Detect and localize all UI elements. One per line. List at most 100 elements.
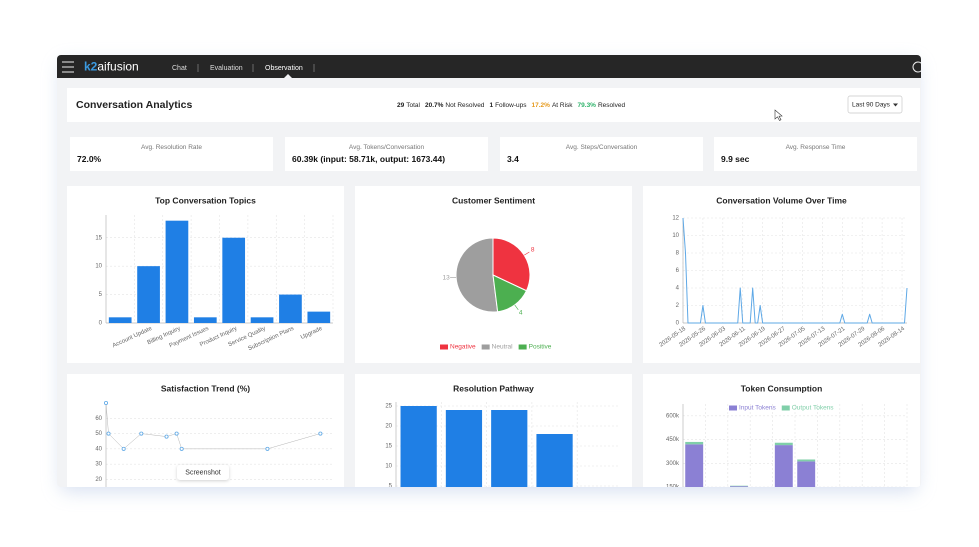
bar xyxy=(222,237,246,323)
bar-segment xyxy=(685,444,704,487)
bar xyxy=(165,220,189,323)
y-tick-label: 150k xyxy=(666,485,680,491)
stat-label: Follow-ups xyxy=(495,102,527,109)
bar-segment xyxy=(797,459,816,462)
kpi-label: Avg. Resolution Rate xyxy=(141,144,202,151)
legend-label: Output Tokens xyxy=(792,405,835,412)
bar-segment xyxy=(774,442,793,446)
point xyxy=(104,400,109,405)
nav-item[interactable]: Chat xyxy=(172,65,187,72)
y-tick-label: 6 xyxy=(676,268,680,274)
stat-value: 79.3% xyxy=(578,102,597,109)
stat-label: Total xyxy=(406,102,420,109)
chart-title: Resolution Pathway xyxy=(453,383,534,393)
bar xyxy=(137,266,160,323)
kpi-value: 60.39k (input: 58.71k, output: 1673.44) xyxy=(292,154,445,164)
slice-label: 8 xyxy=(531,247,535,254)
y-tick-label: 0 xyxy=(676,321,680,327)
point xyxy=(179,446,184,451)
stat-value: 29 xyxy=(397,102,405,109)
bar xyxy=(307,311,331,323)
tooltip: Screenshot xyxy=(185,469,220,476)
logo-text: aifusion xyxy=(97,60,138,74)
nav-item[interactable]: Evaluation xyxy=(210,65,243,72)
logo[interactable]: k2aifusion xyxy=(84,60,139,74)
bar-segment xyxy=(774,445,793,487)
point xyxy=(265,446,270,451)
kpi-value: 9.9 sec xyxy=(721,154,750,164)
kpi-card xyxy=(285,137,488,171)
bar-segment xyxy=(730,486,748,487)
pie-slice xyxy=(492,237,531,292)
y-tick-label: 12 xyxy=(672,216,679,222)
legend-swatch xyxy=(729,405,737,411)
menu-button[interactable] xyxy=(62,61,74,73)
app-window: k2aifusion Conversation Analytics Last 9… xyxy=(57,55,923,491)
y-tick-label: 5 xyxy=(99,292,103,298)
stat-value: 17.2% xyxy=(532,102,551,109)
point xyxy=(164,434,169,439)
nav-separators xyxy=(197,64,315,72)
legend-swatch xyxy=(440,344,448,350)
kpi-value: 3.4 xyxy=(507,154,519,164)
legend-swatch xyxy=(481,344,490,350)
chart-title: Customer Sentiment xyxy=(452,195,535,205)
legend-swatch xyxy=(781,405,790,411)
slice-label: 13 xyxy=(442,275,450,282)
y-tick-label: 60 xyxy=(95,416,102,422)
legend-label: Input Tokens xyxy=(739,405,776,412)
legend-label: Negative xyxy=(450,344,476,351)
bar xyxy=(108,317,132,323)
y-tick-label: 0 xyxy=(99,321,103,327)
nav-item[interactable]: Observation xyxy=(265,65,303,72)
y-tick-label: 8 xyxy=(676,251,680,257)
bar xyxy=(491,410,528,487)
slice-leader xyxy=(514,304,519,310)
mouse-cursor xyxy=(774,109,783,121)
line xyxy=(682,217,908,324)
legend-swatch xyxy=(518,344,527,350)
bar xyxy=(279,294,302,323)
chart-card xyxy=(67,374,344,487)
chart-title: Top Conversation Topics xyxy=(155,195,256,205)
kpi-label: Avg. Response Time xyxy=(786,144,846,151)
range-select[interactable] xyxy=(847,95,903,114)
legend-label: Positive xyxy=(529,344,552,351)
range-select-label: Last 90 Days xyxy=(852,102,891,109)
y-tick-label: 20 xyxy=(385,424,392,430)
y-tick-label: 2 xyxy=(676,303,680,309)
y-tick-label: 10 xyxy=(95,264,102,270)
kpi-card xyxy=(714,137,917,171)
slice-leader xyxy=(524,251,530,256)
legend-label: Neutral xyxy=(492,344,514,351)
bar-segment xyxy=(797,461,816,487)
bar xyxy=(445,410,483,487)
navbar xyxy=(57,55,921,78)
y-tick-label: 300k xyxy=(666,461,680,467)
y-tick-label: 450k xyxy=(666,437,680,443)
y-tick-label: 5 xyxy=(389,484,393,490)
point xyxy=(106,431,111,436)
stat-label: At Risk xyxy=(552,102,573,109)
user-avatar[interactable] xyxy=(912,61,923,73)
bar xyxy=(250,317,274,323)
point xyxy=(318,431,323,436)
chart-card xyxy=(67,186,344,363)
select-caret xyxy=(893,103,898,107)
y-tick-label: 10 xyxy=(672,233,679,239)
chart-title: Token Consumption xyxy=(741,383,823,393)
kpi-label: Avg. Steps/Conversation xyxy=(566,144,638,151)
bar-segment xyxy=(685,441,704,445)
point xyxy=(121,446,126,451)
y-tick-label: 20 xyxy=(95,477,102,483)
kpi-label: Avg. Tokens/Conversation xyxy=(349,144,425,151)
bar xyxy=(400,406,437,487)
y-tick-label: 4 xyxy=(676,286,680,292)
y-tick-label: 600k xyxy=(666,413,680,419)
chart-title: Satisfaction Trend (%) xyxy=(161,383,250,393)
point xyxy=(139,431,144,436)
stat-label: Not Resolved xyxy=(445,102,484,109)
chart-card xyxy=(643,186,920,363)
